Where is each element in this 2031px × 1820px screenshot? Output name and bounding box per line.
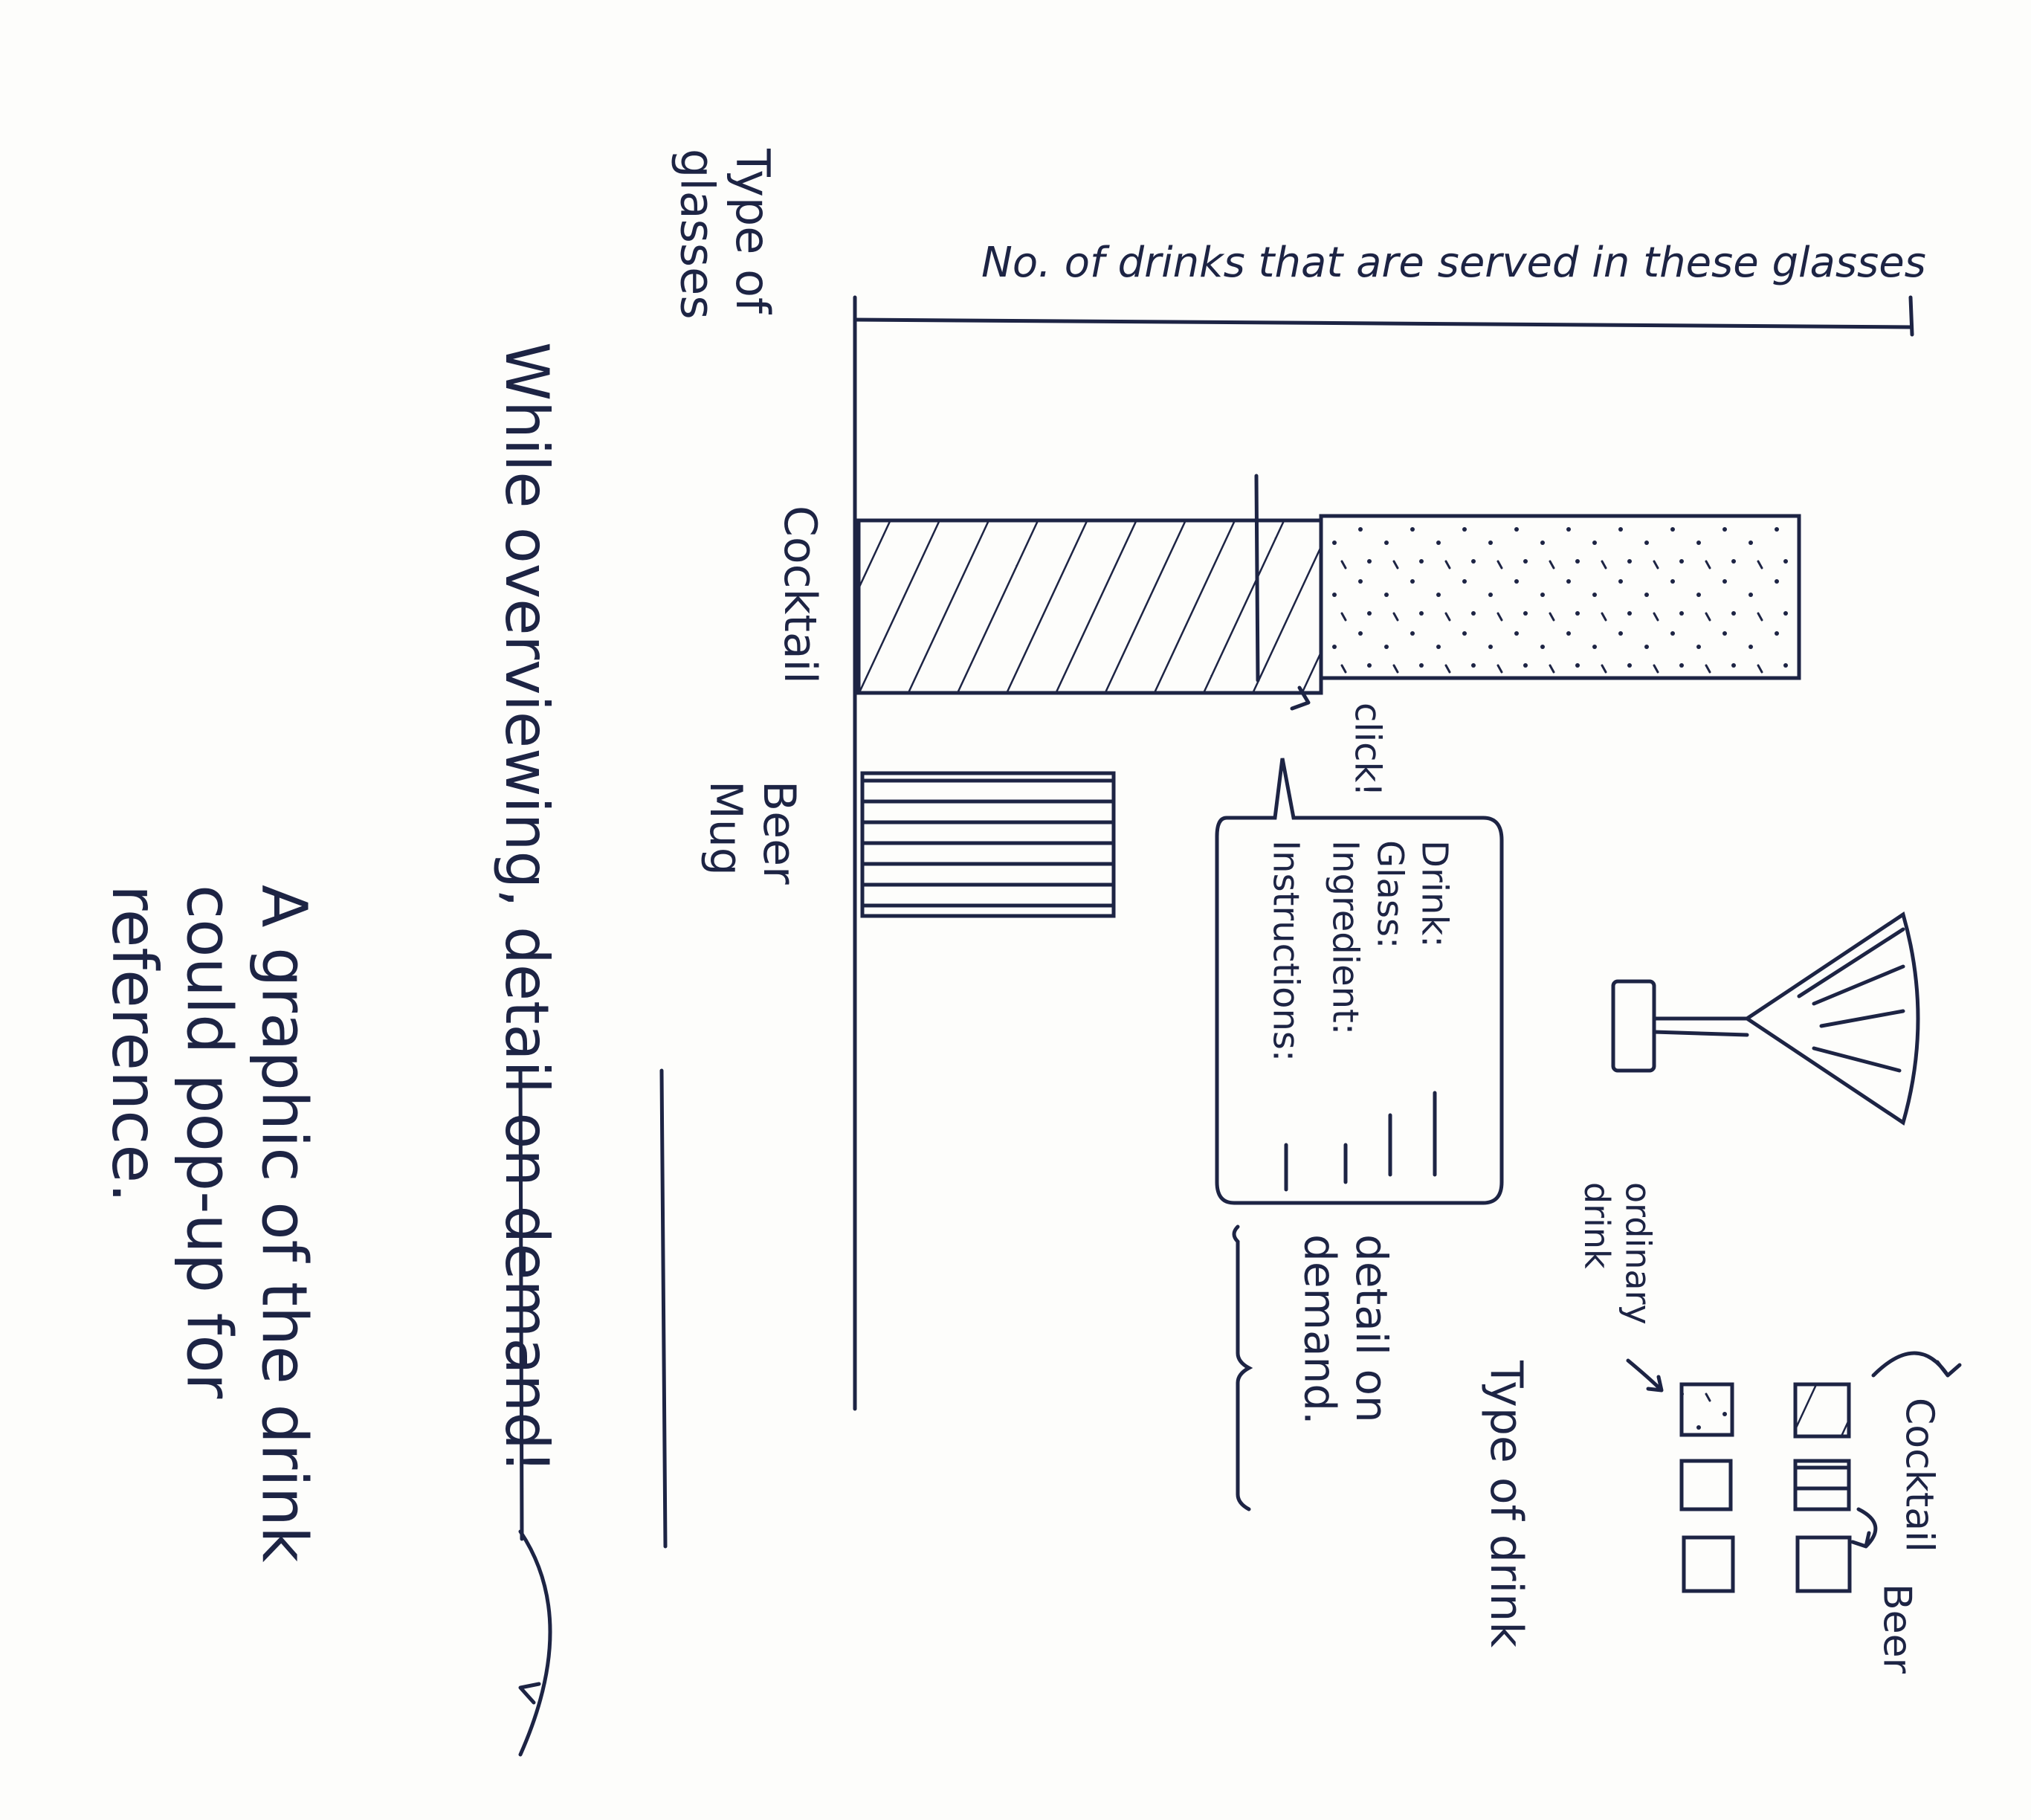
bar-label: Cocktail: [774, 506, 826, 684]
axis-label: Type of glasses: [670, 149, 780, 320]
legend-swatches: [1626, 1351, 1962, 1593]
click-label: click!: [1346, 703, 1389, 797]
legend-item: ordinary drink: [1577, 1182, 1659, 1325]
note-marks: [518, 1068, 668, 1757]
note: A graphic of the drink could pop-up for …: [97, 885, 321, 1563]
cocktail-bar: [856, 474, 1801, 711]
popup-field: Ingredient:: [1324, 840, 1366, 1036]
popup-field: Glass:: [1369, 840, 1411, 949]
legend-item: Beer: [1874, 1584, 1919, 1674]
glass-graphic: [1611, 911, 1920, 1126]
popup-box: [1215, 758, 1504, 1511]
bar-label: Beer Mug: [700, 781, 805, 885]
popup-field: Instructions:: [1265, 840, 1307, 1062]
legend-title: Type of drink: [1480, 1361, 1532, 1648]
legend-item: Cocktail: [1896, 1398, 1942, 1552]
popup-caption: detail on demand.: [1294, 1234, 1398, 1425]
popup-field: Drink:: [1413, 840, 1456, 948]
axes: [853, 295, 1914, 1411]
note: While overviewing, detail on demand!: [492, 342, 561, 1474]
axis-title: No. of drinks that are served in these g…: [981, 239, 1926, 287]
beer-bar: [860, 771, 1116, 918]
